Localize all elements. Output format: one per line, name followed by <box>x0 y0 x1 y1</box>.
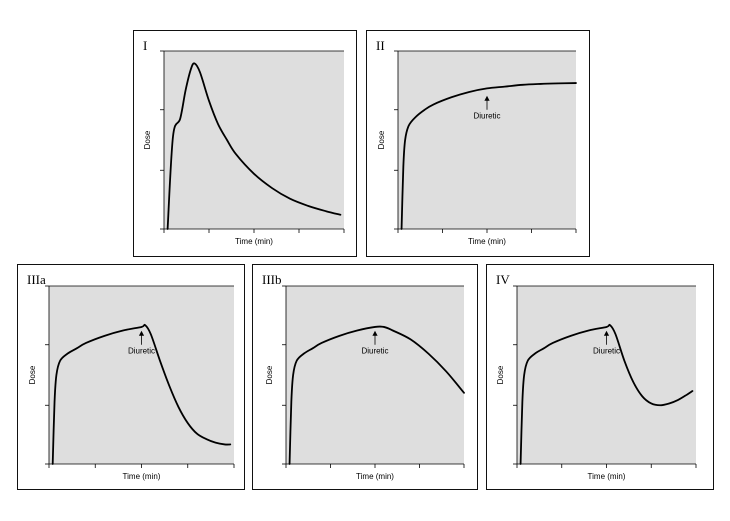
chart-panel-3: IIIa Time (min) Dose Diuretic <box>17 264 245 490</box>
series-line-1 <box>166 62 342 230</box>
annotation-label: Diuretic <box>473 112 500 121</box>
y-axis-label: Dose <box>28 365 37 384</box>
chart-svg: I Time (min) Dose <box>143 38 345 246</box>
annotation-arrow-head <box>484 95 490 101</box>
plot-area <box>398 51 576 229</box>
y-axis-label: Dose <box>496 365 505 384</box>
panel-label: II <box>376 38 385 53</box>
annotation-label: Diuretic <box>361 347 388 356</box>
annotation-arrow-head <box>138 330 145 336</box>
y-axis-label: Dose <box>377 130 386 149</box>
x-axis-label: Time (min) <box>468 237 506 246</box>
series-line-1 <box>288 325 465 465</box>
series-line-1 <box>51 323 232 465</box>
y-axis-label: Dose <box>265 365 274 384</box>
chart-svg: IIIb Time (min) Dose Diuretic <box>262 272 465 481</box>
x-axis-label: Time (min) <box>235 237 273 246</box>
x-axis-label: Time (min) <box>123 472 161 481</box>
annotation-arrow-head <box>603 330 610 336</box>
plot-area <box>164 51 344 229</box>
plot-area <box>49 286 234 464</box>
annotation-label: Diuretic <box>128 347 155 356</box>
chart-panel-4: IIIb Time (min) Dose Diuretic <box>252 264 478 490</box>
chart-svg: IV Time (min) Dose Diuretic <box>496 272 697 481</box>
plot-area <box>286 286 464 464</box>
plot-area <box>517 286 696 464</box>
chart-panel-2: II Time (min) Dose Diuretic <box>366 30 590 257</box>
annotation-arrow-head <box>372 330 378 336</box>
chart-svg: IIIa Time (min) Dose Diuretic <box>27 272 235 481</box>
chart-panel-1: I Time (min) Dose <box>133 30 357 257</box>
series-line-1 <box>519 323 694 465</box>
annotation-label: Diuretic <box>593 347 620 356</box>
x-axis-label: Time (min) <box>588 472 626 481</box>
panel-label: IIIa <box>27 272 46 287</box>
panel-label: IIIb <box>262 272 282 287</box>
chart-panel-5: IV Time (min) Dose Diuretic <box>486 264 714 490</box>
x-axis-label: Time (min) <box>356 472 394 481</box>
series-line-1 <box>400 82 577 230</box>
chart-svg: II Time (min) Dose Diuretic <box>376 38 577 246</box>
panel-label: I <box>143 38 147 53</box>
y-axis-label: Dose <box>143 130 152 149</box>
panel-label: IV <box>496 272 510 287</box>
